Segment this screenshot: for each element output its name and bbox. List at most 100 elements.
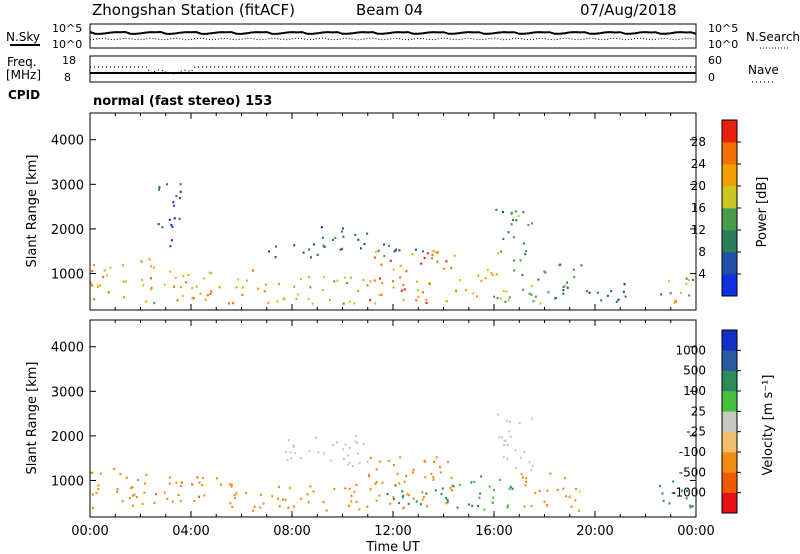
- heatmap-cell: [141, 502, 144, 505]
- heatmap-cell: [374, 302, 377, 305]
- heatmap-cell: [522, 242, 525, 245]
- heatmap-cell: [425, 301, 428, 305]
- heatmap-cell: [502, 237, 505, 241]
- heatmap-cell: [166, 183, 168, 186]
- heatmap-cell: [528, 292, 531, 295]
- velocity-plot-frame: [89, 319, 697, 518]
- heatmap-cell: [130, 486, 132, 490]
- heatmap-cell: [275, 245, 278, 248]
- heatmap-cell: [145, 300, 148, 303]
- heatmap-cell: [198, 495, 201, 498]
- heatmap-cell: [537, 278, 540, 281]
- heatmap-cell: [313, 243, 315, 246]
- heatmap-cell: [507, 299, 510, 302]
- heatmap-cell: [312, 490, 315, 493]
- heatmap-cell: [507, 504, 509, 507]
- colorbar-segment: [722, 230, 737, 253]
- heatmap-cell: [449, 487, 452, 490]
- heatmap-cell: [180, 481, 183, 484]
- heatmap-cell: [544, 271, 547, 274]
- heatmap-cell: [688, 294, 691, 297]
- heatmap-cell: [661, 492, 664, 495]
- heatmap-cell: [445, 260, 448, 263]
- heatmap-cell: [95, 491, 98, 494]
- heatmap-cell: [555, 296, 557, 300]
- heatmap-cell: [396, 472, 399, 475]
- heatmap-cell: [290, 457, 293, 460]
- colorbar-segment: [722, 452, 737, 473]
- heatmap-cell: [445, 502, 448, 505]
- heatmap-cell: [431, 257, 434, 260]
- heatmap-cell: [244, 491, 247, 495]
- colorbar-tick-label: 25: [691, 404, 706, 418]
- heatmap-cell: [237, 278, 240, 281]
- heatmap-cell: [271, 495, 274, 498]
- heatmap-cell: [483, 508, 486, 511]
- colorbar-tick-label: -500: [679, 465, 706, 479]
- heatmap-cell: [373, 279, 376, 282]
- heatmap-cell: [669, 292, 672, 295]
- heatmap-cell: [549, 472, 552, 475]
- heatmap-cell: [446, 501, 449, 504]
- heatmap-cell: [667, 280, 670, 283]
- heatmap-cell: [369, 280, 372, 283]
- heatmap-cell: [679, 291, 682, 294]
- nsky-tick-top: 10^5: [52, 22, 82, 35]
- heatmap-cell: [308, 450, 311, 453]
- y-tick-label: 1000: [51, 267, 84, 282]
- heatmap-cell: [375, 250, 378, 253]
- heatmap-cell: [546, 489, 549, 492]
- heatmap-cell: [388, 244, 390, 247]
- velocity-colorbar: -1000 -500 -100 -25 25 100 500 1000 Velocity [m…: [671, 329, 776, 514]
- heatmap-cell: [173, 204, 176, 207]
- heatmap-cell: [547, 291, 550, 294]
- heatmap-cell: [216, 477, 219, 480]
- heatmap-cell: [322, 501, 325, 504]
- heatmap-cell: [531, 222, 534, 225]
- colorbar-segment: [722, 330, 737, 351]
- x-tick-label: 20:00: [576, 524, 613, 539]
- heatmap-cell: [348, 461, 351, 464]
- nave-label: Nave: [748, 63, 779, 77]
- beam-label: Beam 04: [356, 1, 423, 19]
- heatmap-cell: [518, 421, 521, 425]
- heatmap-cell: [106, 274, 109, 277]
- heatmap-cell: [321, 236, 324, 239]
- x-tick-label: 00:00: [677, 524, 714, 539]
- heatmap-cell: [193, 499, 196, 503]
- heatmap-cell: [543, 500, 546, 503]
- heatmap-cell: [660, 293, 663, 296]
- heatmap-cell: [150, 286, 153, 290]
- nsky-panel: N.Sky 10^5 10^0 10^5 10^0 N.Search: [6, 22, 800, 51]
- heatmap-cell: [623, 283, 626, 286]
- heatmap-cell: [177, 493, 180, 497]
- power-heatmap-cells: [90, 183, 694, 305]
- heatmap-cell: [366, 284, 369, 287]
- x-tick-label: 16:00: [475, 524, 512, 539]
- heatmap-cell: [329, 299, 331, 302]
- heatmap-cell: [668, 502, 671, 505]
- heatmap-cell: [158, 188, 160, 191]
- heatmap-cell: [432, 250, 435, 253]
- heatmap-cell: [357, 238, 360, 241]
- heatmap-cell: [477, 504, 479, 508]
- heatmap-cell: [374, 482, 377, 485]
- heatmap-cell: [344, 487, 347, 490]
- heatmap-cell: [414, 248, 417, 251]
- heatmap-cell: [268, 250, 270, 253]
- heatmap-cell: [395, 248, 397, 251]
- heatmap-cell: [300, 277, 302, 281]
- freq-tick-top: 18: [62, 54, 76, 67]
- heatmap-cell: [355, 434, 358, 437]
- colorbar-tick-label: -100: [679, 445, 706, 459]
- heatmap-cell: [350, 276, 353, 279]
- heatmap-cell: [401, 496, 404, 499]
- heatmap-cell: [125, 476, 128, 479]
- heatmap-cell: [506, 506, 509, 509]
- heatmap-cell: [363, 242, 366, 246]
- heatmap-cell: [333, 487, 336, 491]
- power-plot: 1000 2000 3000 4000 Slant Range [km]: [25, 112, 697, 311]
- heatmap-cell: [417, 295, 420, 298]
- heatmap-cell: [685, 277, 688, 280]
- heatmap-cell: [419, 503, 422, 506]
